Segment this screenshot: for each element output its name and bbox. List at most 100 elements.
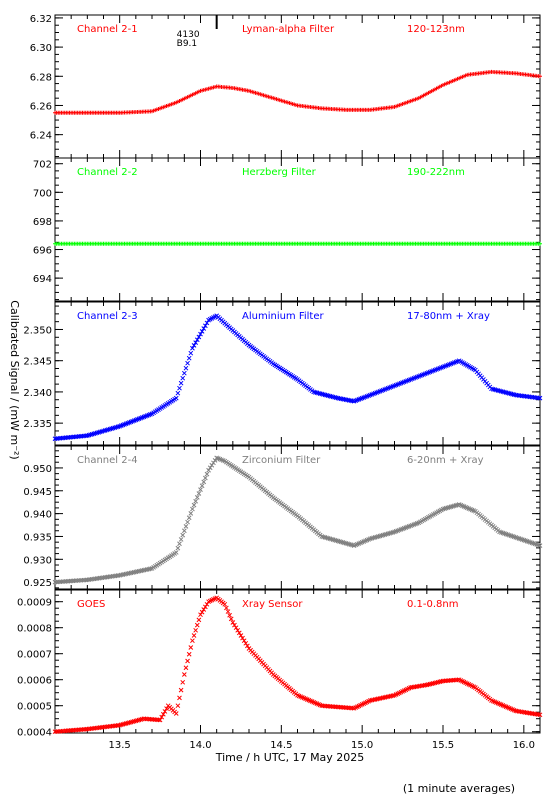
data-point — [202, 604, 208, 610]
data-point — [198, 487, 203, 492]
data-point — [228, 616, 234, 622]
data-point — [235, 627, 241, 633]
y-tick-label: 2.350 — [23, 325, 52, 336]
data-point — [199, 483, 205, 489]
y-tick-label: 0.950 — [23, 464, 52, 475]
data-point — [191, 343, 197, 348]
data-point — [193, 627, 199, 633]
panel-frame — [54, 589, 541, 734]
data-point — [538, 74, 542, 79]
y-tick-label: 6.24 — [30, 131, 52, 142]
data-point — [190, 506, 195, 512]
data-point — [175, 390, 181, 396]
x-tick-label: 14.5 — [270, 740, 292, 751]
channel-label: GOES — [77, 599, 105, 610]
data-point — [177, 695, 182, 701]
y-tick-label: 2.340 — [23, 388, 52, 399]
x-tick-labels: 13.5 14.0 14.5 15.0 15.5 16.0 — [109, 740, 535, 751]
data-point — [190, 638, 195, 644]
data-point — [238, 633, 244, 638]
data-point — [188, 350, 194, 356]
filter-label: Zirconium Filter — [242, 455, 321, 466]
y-tick-label: 0.940 — [23, 510, 52, 521]
data-point — [233, 625, 239, 631]
y-tick-label: 696 — [33, 246, 52, 257]
data-point — [159, 714, 165, 720]
data-point — [164, 706, 169, 711]
data-point — [177, 385, 182, 391]
data-point — [204, 320, 210, 326]
panel-2: 694 696 698 700 702 Channel 2-2 Herzberg Filte… — [33, 157, 542, 302]
channel-label: Channel 2-2 — [77, 167, 138, 178]
panel-frame — [54, 157, 541, 302]
x-axis-label: Time / h UTC, 17 May 2025 — [215, 751, 365, 764]
data-point — [173, 711, 179, 716]
data-point — [180, 375, 186, 381]
y-tick-label: 0.0006 — [17, 676, 52, 687]
y-tick-label: 0.0009 — [17, 598, 52, 609]
filter-label: Xray Sensor — [242, 599, 303, 610]
data-point — [157, 717, 163, 723]
data-point — [222, 601, 228, 607]
data-point — [162, 709, 168, 714]
filter-label: Lyman-alpha Filter — [242, 24, 335, 35]
band-label: 190-222nm — [407, 167, 465, 178]
data-point — [175, 545, 181, 551]
channel-label: Channel 2-1 — [77, 24, 138, 35]
data-point — [183, 365, 189, 371]
panels: 6.24 6.26 6.28 6.30 6.32 Channel 2-1 Lyman-alp… — [17, 14, 543, 739]
data-point — [186, 515, 192, 521]
y-axis-label: Calibrated Signal / (mW m⁻²) — [8, 300, 21, 459]
data-point — [536, 395, 541, 401]
data-point — [227, 612, 232, 618]
data-point — [202, 475, 208, 481]
data-point — [207, 465, 213, 471]
filter-label: Aluminium Filter — [242, 311, 325, 322]
band-label: 6-20nm + Xray — [407, 455, 484, 466]
data-point — [191, 502, 197, 508]
channel-label: Channel 2-4 — [77, 455, 138, 466]
data-point — [196, 617, 202, 623]
data-point — [185, 360, 190, 366]
data-point — [201, 326, 207, 331]
panel-4: 0.925 0.930 0.935 0.940 0.945 0.950 Channel 2-… — [23, 445, 543, 590]
data-point — [194, 622, 200, 628]
data-point — [185, 658, 190, 664]
data-point — [201, 607, 207, 612]
panel-5: 0.0004 0.0005 0.0006 0.0007 0.0008 0.0009 GOES… — [17, 589, 543, 739]
y-tick-label: 694 — [33, 274, 52, 285]
data-point — [173, 395, 179, 401]
data-point — [180, 679, 186, 685]
data-point — [209, 462, 215, 468]
y-tick-label: 0.0004 — [17, 728, 52, 739]
panel-frame — [54, 14, 541, 159]
channel-label: Channel 2-3 — [77, 311, 138, 322]
data-point — [178, 380, 184, 386]
band-label: 17-80nm + Xray — [407, 311, 490, 322]
data-point — [243, 640, 249, 646]
footnote: (1 minute averages) — [403, 782, 515, 795]
data-point — [198, 612, 203, 618]
x-tick-label: 15.0 — [351, 740, 373, 751]
data-point — [236, 630, 242, 636]
y-tick-label: 6.26 — [30, 101, 52, 112]
panel-3: 2.335 2.340 2.345 2.350 Channel 2-3 Aluminium… — [23, 301, 543, 446]
y-tick-label: 0.0005 — [17, 702, 52, 713]
data-point — [183, 524, 189, 529]
event-marker-label: B9.1 — [177, 39, 198, 49]
data-point — [185, 519, 190, 525]
y-tick-label: 700 — [33, 188, 52, 199]
y-tick-label: 702 — [33, 160, 52, 171]
band-label: 120-123nm — [407, 24, 465, 35]
data-point — [537, 712, 543, 718]
data-point — [186, 355, 192, 361]
panel-frame — [54, 445, 541, 590]
data-point — [178, 687, 184, 693]
data-point — [211, 460, 216, 466]
data-point — [240, 635, 245, 641]
data-point — [212, 457, 218, 463]
band-label: 0.1-0.8nm — [407, 599, 459, 610]
x-tick-label: 15.5 — [432, 740, 454, 751]
y-tick-label: 6.28 — [30, 72, 52, 83]
data-point — [225, 609, 231, 614]
